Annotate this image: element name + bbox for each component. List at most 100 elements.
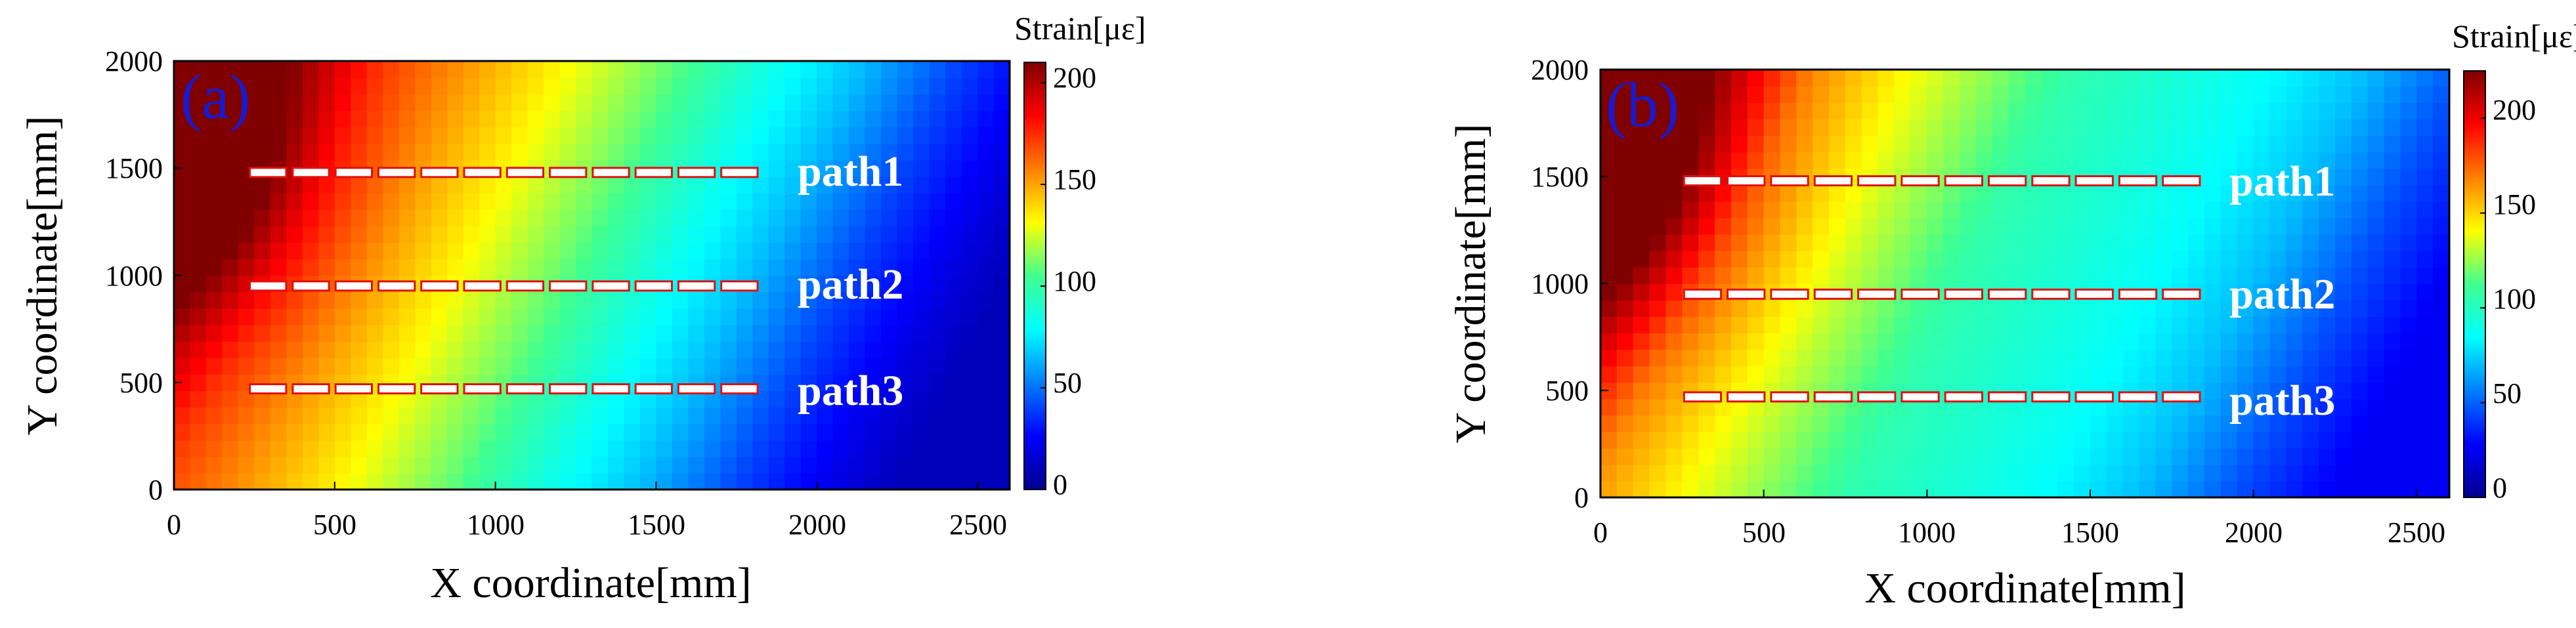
- heatmap-cell: [2041, 366, 2059, 383]
- heatmap-cell: [1747, 480, 1765, 498]
- heatmap-cell: [495, 77, 512, 95]
- heatmap-cell: [977, 456, 995, 474]
- heatmap-cell: [832, 226, 849, 243]
- heatmap-cell: [784, 374, 802, 392]
- heatmap-cell: [591, 259, 609, 276]
- heatmap-cell: [607, 324, 625, 342]
- heatmap-cell: [1600, 119, 1618, 136]
- heatmap-cell: [945, 110, 962, 128]
- heatmap-cell: [238, 259, 255, 276]
- heatmap-cell: [1600, 349, 1618, 367]
- heatmap-cell: [1845, 152, 1862, 169]
- heatmap-cell: [720, 324, 737, 342]
- heatmap-cell: [993, 275, 1010, 293]
- heatmap-cell: [2286, 86, 2304, 103]
- heatmap-cell: [2416, 168, 2434, 186]
- heatmap-cell: [2384, 382, 2401, 400]
- heatmap-cell: [2367, 217, 2385, 235]
- heatmap-cell: [688, 456, 705, 474]
- heatmap-cell: [2302, 86, 2319, 103]
- path-label: path2: [798, 261, 903, 308]
- heatmap-cell: [383, 192, 400, 210]
- heatmap-cell: [961, 472, 978, 490]
- heatmap-cell: [174, 423, 191, 441]
- heatmap-cell: [1715, 431, 1732, 449]
- heatmap-cell: [398, 77, 416, 95]
- heatmap-cell: [800, 374, 818, 392]
- heatmap-cell: [2416, 464, 2434, 482]
- heatmap-cell: [2351, 135, 2369, 153]
- heatmap-cell: [1910, 250, 1928, 268]
- heatmap-cell: [624, 324, 641, 342]
- heatmap-cell: [2253, 349, 2271, 367]
- heatmap-cell: [1730, 184, 1748, 202]
- heatmap-cell: [768, 341, 786, 358]
- path-segment: [549, 167, 588, 178]
- heatmap-cell: [2074, 217, 2091, 235]
- heatmap-cell: [1633, 86, 1650, 103]
- x-tick-label: 2000: [2225, 516, 2283, 549]
- heatmap-cell: [800, 159, 818, 177]
- heatmap-cell: [977, 259, 995, 276]
- heatmap-cell: [1649, 349, 1667, 367]
- heatmap-cell: [2269, 431, 2287, 449]
- x-ticks-b: 0 500 1000 1500 2000 2500: [1593, 516, 2445, 549]
- heatmap-cell: [174, 341, 191, 358]
- heatmap-cell: [2416, 217, 2434, 235]
- heatmap-cell: [1943, 266, 1960, 284]
- heatmap-cell: [897, 159, 914, 177]
- heatmap-cell: [2155, 480, 2173, 498]
- heatmap-cell: [463, 423, 480, 441]
- heatmap-cell: [222, 159, 239, 177]
- heatmap-cell: [2253, 300, 2271, 317]
- heatmap-cell: [190, 110, 207, 128]
- heatmap-cell: [1665, 201, 1683, 219]
- heatmap-cell: [527, 94, 544, 112]
- heatmap-cell: [351, 110, 368, 128]
- heatmap-cell: [270, 77, 288, 95]
- heatmap-cell: [479, 472, 496, 490]
- heatmap-cell: [2319, 217, 2336, 235]
- heatmap-cell: [849, 374, 866, 392]
- heatmap-cell: [351, 456, 368, 474]
- path2-b: path2: [1683, 270, 2335, 318]
- heatmap-cell: [2041, 201, 2059, 219]
- heatmap-cell: [2106, 234, 2124, 251]
- heatmap-cell: [447, 341, 464, 358]
- heatmap-cell: [1943, 300, 1960, 317]
- heatmap-cell: [1600, 70, 1618, 87]
- heatmap-cell: [1910, 316, 1928, 334]
- heatmap-cell: [2433, 70, 2450, 87]
- heatmap-cell: [2122, 234, 2140, 251]
- heatmap-cell: [720, 472, 737, 490]
- heatmap-cell: [1698, 366, 1715, 383]
- heatmap-cell: [1715, 102, 1732, 120]
- heatmap-cell: [495, 472, 512, 490]
- heatmap-cell: [511, 341, 528, 358]
- heatmap-cell: [607, 472, 625, 490]
- path-label: path3: [798, 367, 903, 415]
- heatmap-cell: [1730, 135, 1748, 153]
- heatmap-cell: [639, 291, 657, 309]
- heatmap-cell: [351, 324, 368, 342]
- heatmap-cell: [1943, 415, 1960, 432]
- heatmap-cell: [1894, 431, 1912, 449]
- heatmap-cell: [1960, 349, 1977, 367]
- heatmap-cell: [463, 226, 480, 243]
- heatmap-cell: [897, 259, 914, 276]
- heatmap-cell: [1927, 135, 1944, 153]
- colorbar-scale: [1023, 62, 1046, 490]
- heatmap-cell: [544, 127, 561, 144]
- heatmap-cell: [2319, 366, 2336, 383]
- heatmap-cell: [334, 456, 352, 474]
- heatmap-cell: [318, 472, 335, 490]
- heatmap-cell: [672, 192, 689, 210]
- heatmap-cell: [704, 94, 721, 112]
- heatmap-cell: [2302, 201, 2319, 219]
- heatmap-cell: [511, 176, 528, 194]
- heatmap-cell: [1682, 119, 1699, 136]
- heatmap-cell: [961, 226, 978, 243]
- heatmap-cell: [2106, 184, 2124, 202]
- heatmap-cell: [688, 242, 705, 260]
- heatmap-cell: [576, 456, 593, 474]
